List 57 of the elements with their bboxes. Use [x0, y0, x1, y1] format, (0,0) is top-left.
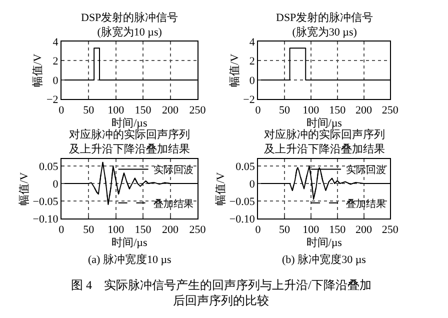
y-tick-label: −2: [46, 94, 58, 106]
y-tick-label: 0: [249, 74, 256, 87]
y-tick-label: −0.10: [32, 213, 59, 226]
x-tick-label: 50: [278, 224, 290, 236]
y-tick-label: 0: [52, 178, 59, 190]
chart-title: 对应脉冲的实际回声序列及上升沿下降沿叠加结果: [69, 128, 190, 156]
y-tick-label: 0.05: [236, 160, 256, 173]
x-tick-label: 50: [83, 224, 95, 236]
chart-title: DSP发射的脉冲信号: [81, 11, 178, 24]
legend-label: 叠加结果: [153, 198, 194, 210]
x-tick-label: 100: [108, 224, 125, 236]
x-tick-label: 200: [356, 104, 372, 116]
y-tick-label: −2: [243, 94, 255, 106]
x-axis-title: 时间/µs: [306, 116, 342, 130]
x-tick-label: 150: [134, 224, 152, 236]
text: (a) 脉冲宽度10 µs: [88, 253, 172, 266]
x-axis-title: 时间/µs: [112, 236, 148, 249]
x-tick-label: 250: [382, 104, 399, 116]
chart-subtitle: (脉宽为30 µs): [292, 25, 358, 38]
x-tick-label: 50: [83, 104, 95, 116]
x-tick-label: 100: [302, 104, 320, 116]
y-tick-label: −0.10: [229, 213, 256, 226]
y-axis-title: 幅值/V: [18, 172, 30, 206]
legend-label: 实际回波: [153, 164, 194, 176]
x-tick-label: 250: [189, 224, 206, 236]
y-tick-label: −0.05: [32, 196, 59, 208]
chart-title: 对应脉冲的实际回声序列及上升沿下降沿叠加结果: [264, 128, 385, 156]
x-tick-label: 150: [134, 104, 152, 116]
y-tick-label: 0: [249, 178, 256, 190]
y-tick-label: 0.05: [38, 160, 59, 173]
y-axis-title: 幅值/V: [228, 54, 241, 87]
legend-label: 叠加结果: [346, 198, 386, 210]
x-tick-label: 100: [302, 224, 320, 236]
x-tick-label: 200: [356, 224, 372, 236]
y-tick-label: 0: [52, 74, 59, 87]
x-tick-label: 100: [108, 104, 125, 116]
y-tick-label: 2: [249, 56, 255, 68]
y-tick-label: −0.05: [229, 196, 256, 208]
x-tick-label: 250: [189, 104, 206, 116]
x-tick-label: 200: [162, 224, 180, 236]
caption: 图 4 实际脉冲信号产生的回声序列与上升沿/下降沿叠加后回声序列的比较: [71, 278, 372, 308]
chart-subtitle: (脉宽为10 µs): [97, 25, 162, 38]
legend-label: 实际回波: [346, 164, 386, 176]
x-tick-label: 200: [162, 104, 180, 116]
y-axis-title: 幅值/V: [215, 172, 228, 206]
x-axis-title: 时间/µs: [306, 236, 342, 249]
x-axis-title: 时间/µs: [112, 116, 148, 130]
y-tick-label: 4: [52, 36, 59, 48]
chart-title: DSP发射的脉冲信号: [276, 11, 374, 24]
x-tick-label: 150: [329, 104, 346, 116]
x-tick-label: 250: [382, 224, 399, 236]
y-axis-title: 幅值/V: [32, 54, 44, 87]
y-tick-label: 2: [52, 56, 58, 68]
text: (b) 脉冲宽度30 µs: [282, 253, 366, 266]
x-tick-label: 150: [329, 224, 346, 236]
x-tick-label: 50: [278, 104, 290, 116]
y-tick-label: 4: [249, 36, 256, 48]
